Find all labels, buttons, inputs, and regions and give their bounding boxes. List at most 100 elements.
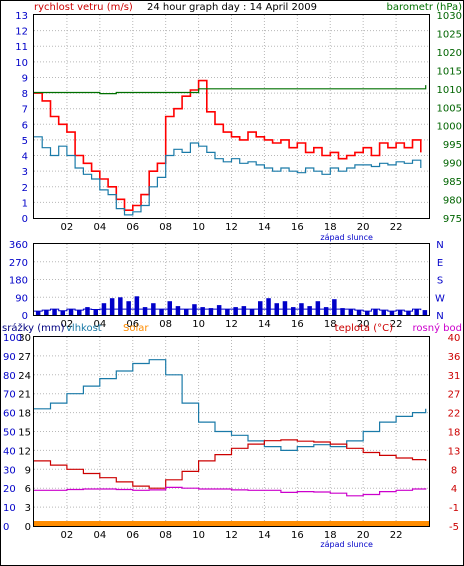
rain-tick: 30 (18, 333, 31, 344)
direction-bar (249, 309, 255, 315)
p1-x-tick: 22 (390, 222, 403, 233)
rain-tick: 15 (18, 428, 31, 439)
direction-bar (167, 301, 172, 315)
temperature-tick: 36 (448, 352, 461, 363)
direction-bar (85, 307, 90, 315)
direction-bar (307, 306, 312, 315)
wind-speed-tick: 10 (15, 58, 28, 69)
direction-bar (208, 308, 214, 315)
direction-bar (258, 301, 263, 315)
legend-item: teplota (°C) (335, 323, 393, 334)
temperature-tick: 13 (448, 446, 461, 457)
direction-bar (389, 311, 395, 315)
humidity-tick: 30 (3, 465, 16, 476)
direction-bar (77, 310, 82, 315)
p2-x-tick: 04 (93, 319, 106, 330)
sunset-annotation-2: západ slunce (320, 540, 373, 549)
barometer-axis-label: barometr (hPa) (387, 2, 463, 13)
direction-bar (315, 301, 321, 315)
barometer-tick: 1020 (437, 48, 462, 59)
legend-item: rosný bod (413, 322, 462, 334)
p3-x-tick: 08 (159, 530, 172, 541)
barometer-line (34, 85, 427, 95)
wind-line (34, 136, 422, 216)
compass-tick: E (437, 258, 443, 269)
direction-bar (340, 308, 345, 315)
temperature-tick: 8 (451, 465, 457, 476)
p3-x-tick: 12 (225, 530, 238, 541)
rain-tick: 6 (25, 484, 31, 495)
direction-bar (373, 309, 378, 315)
p3-x-tick: 02 (61, 530, 74, 541)
direction-bar (216, 305, 222, 315)
p3-x-tick: 04 (93, 530, 106, 541)
rain-tick: 9 (25, 465, 31, 476)
humidity-tick: 40 (3, 446, 16, 457)
direction-bar (348, 309, 354, 315)
p2-x-tick: 18 (324, 319, 337, 330)
rain-tick: 18 (18, 409, 31, 420)
p1-x-tick: 12 (225, 222, 238, 233)
direction-bar (266, 298, 271, 315)
p2-x-tick: 12 (225, 319, 238, 330)
compass-tick: N (436, 240, 443, 251)
sunset-annotation: západ slunce (320, 233, 373, 242)
wind-speed-tick: 3 (22, 167, 28, 178)
direction-tick: 90 (15, 293, 28, 304)
dew_point-line (34, 486, 427, 497)
barometer-tick: 980 (443, 196, 462, 207)
wind-speed-tick: 12 (15, 27, 28, 38)
temperature-tick: 31 (448, 371, 461, 382)
temperature-tick: 22 (448, 409, 461, 420)
humidity-tick: 90 (3, 352, 16, 363)
direction-bar (282, 301, 288, 315)
p1-x-tick: 14 (258, 222, 271, 233)
direction-bar (126, 301, 131, 315)
barometer-tick: 1025 (437, 29, 462, 40)
barometer-tick: 1010 (437, 85, 462, 96)
direction-bar (381, 310, 386, 315)
direction-bar (422, 310, 428, 315)
wind-speed-tick: 1 (22, 198, 28, 209)
humidity-tick: 50 (3, 428, 16, 439)
direction-bar (323, 307, 329, 315)
p1-x-tick: 16 (291, 222, 304, 233)
p3-x-tick: 06 (126, 530, 139, 541)
direction-tick: 180 (9, 276, 28, 287)
direction-bar (109, 298, 115, 315)
barometer-tick: 1030 (437, 11, 462, 22)
wind-speed-tick: 13 (15, 11, 28, 22)
p2-x-tick: 20 (357, 319, 370, 330)
temperature-tick: 27 (448, 390, 461, 401)
wind-speed-axis-label: rychlost vetru (m/s) (34, 2, 133, 13)
p3-x-tick: 18 (324, 530, 337, 541)
direction-bar (68, 309, 74, 315)
p3-x-tick: 14 (258, 530, 271, 541)
p2-x-tick: 22 (390, 319, 403, 330)
p3-x-tick: 10 (192, 530, 205, 541)
humidity-tick: 10 (3, 503, 16, 514)
barometer-tick: 1000 (437, 122, 462, 133)
direction-bar (414, 309, 419, 315)
direction-tick: 0 (22, 311, 28, 322)
barometer-tick: 985 (443, 177, 462, 188)
humidity-tick: 70 (3, 390, 16, 401)
p1-x-tick: 04 (93, 222, 106, 233)
wind-speed-tick: 11 (15, 42, 28, 53)
direction-bar (397, 310, 403, 315)
direction-bar (406, 311, 411, 315)
humidity-tick: 20 (3, 484, 16, 495)
p3-x-tick: 22 (390, 530, 403, 541)
rain-tick: 27 (18, 352, 31, 363)
rain-tick: 24 (18, 371, 31, 382)
direction-bar (60, 310, 65, 315)
direction-tick: 270 (9, 258, 28, 269)
compass-tick: W (435, 293, 445, 304)
p2-x-tick: 10 (192, 319, 205, 330)
direction-bar (93, 309, 98, 315)
barometer-tick: 1015 (437, 66, 462, 77)
